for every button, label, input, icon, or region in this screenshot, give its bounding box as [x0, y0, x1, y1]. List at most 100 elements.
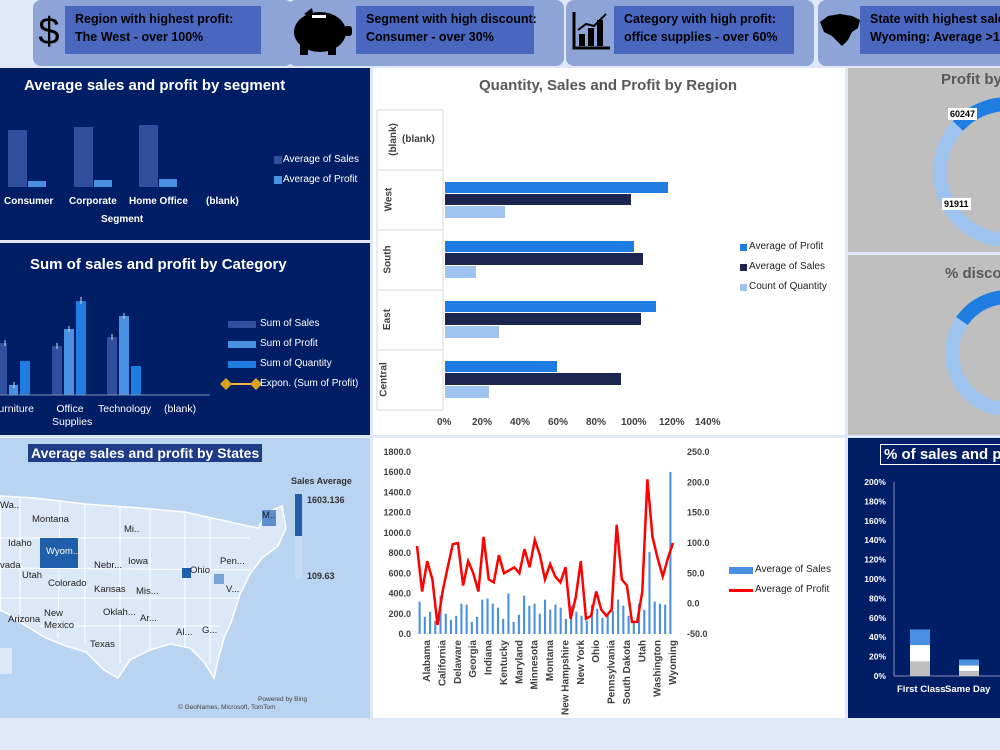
segment-panel: Average sales and profit by segment Cons…: [0, 68, 370, 240]
left-axis-tick: 1400.0: [383, 487, 411, 497]
ship-stack-segment: [959, 659, 979, 666]
left-axis-tick: 1000.0: [383, 528, 411, 538]
cat-qty-office: [76, 301, 86, 395]
states-map-panel: Average sales and profit by States Sales…: [0, 438, 370, 718]
ship-axis-tick: 140%: [864, 535, 886, 545]
map-label-ohio: Ohio: [190, 565, 211, 576]
region-xtick: 140%: [695, 417, 721, 428]
sales-bar: [538, 613, 541, 634]
state-axis-label: Indiana: [484, 640, 495, 675]
map-label-idaho: Idaho: [8, 538, 32, 549]
sales-bar: [606, 613, 609, 634]
left-axis-tick: 1800.0: [383, 447, 411, 457]
region-panel: Quantity, Sales and Profit by Region (bl…: [373, 68, 845, 435]
region-qty-bar-west: [445, 206, 505, 218]
sales-bar: [507, 593, 510, 634]
state-axis-label: Minnesota: [530, 640, 541, 690]
sales-bar: [575, 611, 578, 634]
ship-axis-tick: 60%: [869, 613, 886, 623]
legend-swatch-avg-profit: [740, 244, 747, 251]
segment-sales-bar-consumer: [8, 130, 27, 187]
state-axis-label: Montana: [545, 640, 556, 682]
category-label-furniture: Furniture: [0, 403, 35, 415]
map-label-new-mexico: New Mexico: [44, 608, 75, 631]
right-axis-tick: 200.0: [687, 477, 710, 487]
legend-trendline-swatch: [220, 378, 262, 390]
state-axis-label: New York: [576, 640, 587, 685]
segment-profit-bar-consumer: [28, 181, 46, 187]
sales-bar: [549, 609, 552, 634]
sales-bar: [449, 619, 453, 634]
sales-bar: [617, 599, 620, 634]
region-label-blank-sub: (blank): [402, 134, 435, 145]
state-axis-label: California: [437, 640, 448, 687]
legend-avg-profit: Average of Profit: [749, 241, 824, 252]
sales-bar: [643, 609, 646, 634]
region-xtick: 0%: [437, 417, 452, 428]
ship-axis-tick: 180%: [864, 496, 886, 506]
legend-swatch-sum-sales: [228, 321, 256, 328]
segment-label-corporate: Corporate: [69, 196, 117, 207]
sales-bar: [523, 595, 526, 634]
region-profit-bar-central: [445, 361, 557, 372]
state-axis-label: Georgia: [468, 640, 479, 678]
sales-bar: [481, 599, 484, 634]
legend-sum-quantity: Sum of Quantity: [260, 358, 332, 369]
kpi-card-segment: Segment with high discount: Consumer - o…: [288, 0, 564, 66]
region-profit-bar-south: [445, 241, 634, 252]
map-credit-bing: Powered by Bing: [258, 696, 308, 703]
kpi-card-state: State with highest sale Wyoming: Average…: [818, 0, 1000, 66]
svg-text:$: $: [38, 11, 59, 52]
cat-profit-furniture: [9, 385, 18, 395]
states-combo-panel: 1800.0 1600.0 1400.0 1200.0 1000.0 800.0 600.0…: [373, 438, 845, 718]
sales-bar: [554, 604, 557, 634]
discount-donut-title: % disco: [945, 265, 1000, 282]
state-axis-label: Alabama: [422, 640, 433, 682]
segment-profit-bar-corporate: [94, 180, 112, 187]
segment-label-consumer: Consumer: [4, 196, 54, 207]
region-sales-bar-east: [445, 313, 641, 325]
profit-donut: [933, 97, 1000, 247]
state-axis-label: Utah: [637, 640, 648, 662]
legend-swatch-combo-sales: [729, 567, 753, 574]
sales-bar: [637, 603, 641, 634]
map-label-kansas: Kansas: [94, 584, 126, 595]
segment-sales-bar-home-office: [139, 125, 158, 187]
sales-bar: [564, 618, 567, 634]
sales-bar: [622, 605, 625, 634]
right-axis-tick: 0.0: [687, 599, 700, 609]
map-label-utah: Utah: [22, 570, 43, 581]
legend-swatch-profit: [274, 176, 282, 184]
ship-axis-tick: 0%: [874, 671, 887, 681]
right-axis-tick: 150.0: [687, 508, 710, 518]
sales-bar: [502, 618, 505, 634]
region-xtick: 60%: [548, 417, 569, 428]
sales-bar: [653, 601, 656, 634]
legend-gradient-light: [295, 536, 302, 578]
cat-qty-furniture: [20, 361, 30, 395]
kpi-card-region: $ Region with highest profit: The West -…: [33, 0, 293, 66]
category-label-technology: Technology: [98, 403, 152, 415]
sales-bar: [517, 614, 520, 634]
map-label-virginia: V...: [226, 584, 240, 595]
alaska-shape: [0, 648, 12, 674]
ship-label-same-day: Same Day: [945, 684, 991, 695]
sales-bar: [601, 617, 604, 634]
left-axis-tick: 600.0: [388, 568, 411, 578]
map-label-montana: Montana: [32, 514, 69, 525]
state-axis-label: Kentucky: [499, 640, 510, 685]
legend-sum-sales: Sum of Sales: [260, 318, 320, 329]
legend-average-profit: Average of Profit: [283, 174, 358, 185]
map-credit-sources: © GeoNames, Microsoft, TomTom: [178, 704, 276, 711]
bar-chart-icon: [572, 12, 610, 50]
sales-bar: [585, 620, 588, 634]
kpi-line1: Region with highest profit:: [75, 12, 234, 26]
legend-swatch-count-qty: [740, 284, 747, 291]
state-axis-label: Pennsylvania: [607, 640, 618, 704]
maine-shape: [262, 510, 276, 526]
map-label-alabama: Al...: [176, 627, 193, 638]
left-axis-tick: 400.0: [388, 589, 411, 599]
profit-donut-panel: Profit by 60247 91911: [848, 68, 1000, 252]
segment-profit-bar-home-office: [159, 179, 177, 187]
state-axis-label: New Hampshire: [560, 640, 571, 715]
